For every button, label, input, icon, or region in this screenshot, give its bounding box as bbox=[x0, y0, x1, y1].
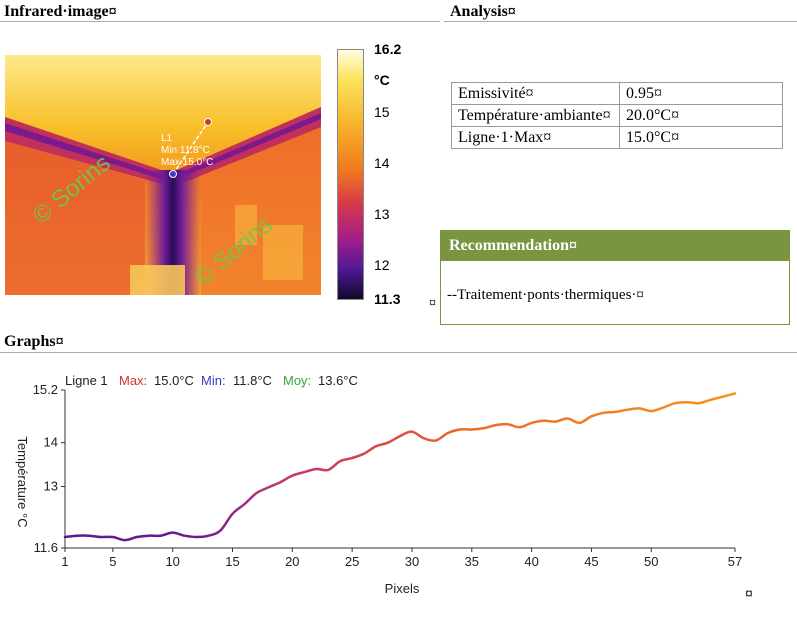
scale-tick: 14 bbox=[374, 155, 390, 171]
recommendation-box: Recommendation¤ --Traitement·ponts·therm… bbox=[440, 230, 790, 325]
x-tick-label: 25 bbox=[345, 554, 359, 569]
scale-unit: °C bbox=[374, 72, 390, 88]
x-tick-label: 5 bbox=[109, 554, 116, 569]
y-tick-label: 15.2 bbox=[33, 382, 58, 397]
graphs-heading: Graphs¤ bbox=[4, 333, 64, 350]
x-tick-label: 30 bbox=[405, 554, 419, 569]
y-axis-label: Température °C bbox=[15, 436, 30, 527]
y-tick-label: 14 bbox=[44, 435, 58, 450]
analysis-key: Ligne·1·Max¤ bbox=[451, 126, 620, 149]
analysis-key: Température·ambiante¤ bbox=[451, 104, 620, 127]
scale-max: 16.2 bbox=[374, 41, 402, 57]
analysis-value: 15.0°C¤ bbox=[619, 126, 783, 149]
x-axis-label: Pixels bbox=[385, 581, 420, 596]
x-tick-label: 20 bbox=[285, 554, 299, 569]
y-tick-label: 11.6 bbox=[34, 540, 58, 555]
x-tick-label: 45 bbox=[584, 554, 598, 569]
analysis-key: Emissivité¤ bbox=[451, 82, 620, 105]
x-tick-label: 40 bbox=[524, 554, 538, 569]
recommendation-text: --Traitement·ponts·thermiques·¤ bbox=[447, 287, 644, 303]
paragraph-mark: ¤ bbox=[429, 296, 436, 311]
legend-avg-value: 13.6°C bbox=[318, 373, 358, 388]
infrared-image-heading: Infrared·image¤ bbox=[4, 3, 117, 20]
scale-min: 11.3 bbox=[374, 291, 401, 307]
analysis-table: Emissivité¤ 0.95¤ Température·ambiante¤ … bbox=[451, 82, 783, 149]
marker-max: Max 15.0°C bbox=[161, 157, 213, 168]
legend-min-label: Min: bbox=[201, 373, 226, 388]
table-row: Température·ambiante¤ 20.0°C¤ bbox=[451, 104, 783, 127]
legend-series: Ligne 1 bbox=[65, 373, 108, 388]
legend-max-value: 15.0°C bbox=[154, 373, 194, 388]
scale-tick: 12 bbox=[374, 257, 390, 273]
analysis-heading-divider bbox=[444, 21, 797, 22]
temperature-line-chart: Ligne 1 Max: 15.0°C Min: 11.8°C Moy: 13.… bbox=[15, 373, 753, 601]
scale-tick: 15 bbox=[374, 104, 390, 120]
infrared-heading-divider bbox=[0, 21, 440, 22]
x-tick-label: 35 bbox=[465, 554, 479, 569]
temperature-scale-bar bbox=[337, 49, 364, 300]
legend-max-label: Max: bbox=[119, 373, 147, 388]
series-line bbox=[63, 392, 737, 542]
recommendation-title: Recommendation¤ bbox=[441, 231, 789, 261]
graphs-heading-divider bbox=[0, 352, 797, 353]
paragraph-mark: ¤ bbox=[745, 585, 753, 601]
marker-label: L1 bbox=[161, 133, 173, 144]
y-tick-label: 13 bbox=[44, 479, 58, 494]
analysis-value: 20.0°C¤ bbox=[619, 104, 783, 127]
x-tick-label: 1 bbox=[61, 554, 68, 569]
analysis-value: 0.95¤ bbox=[619, 82, 783, 105]
x-tick-label: 57 bbox=[728, 554, 742, 569]
x-tick-label: 50 bbox=[644, 554, 658, 569]
table-row: Ligne·1·Max¤ 15.0°C¤ bbox=[451, 126, 783, 149]
legend-avg-label: Moy: bbox=[283, 373, 311, 388]
x-tick-label: 10 bbox=[165, 554, 179, 569]
x-tick-label: 15 bbox=[225, 554, 239, 569]
scale-tick: 13 bbox=[374, 206, 390, 222]
analysis-heading: Analysis¤ bbox=[450, 3, 516, 20]
table-row: Emissivité¤ 0.95¤ bbox=[451, 82, 783, 105]
legend-min-value: 11.8°C bbox=[233, 373, 272, 388]
infrared-image: L1 Min 11.8°C Max 15.0°C © Sorins © Sori… bbox=[5, 55, 321, 295]
marker-min: Min 11.8°C bbox=[161, 145, 210, 156]
